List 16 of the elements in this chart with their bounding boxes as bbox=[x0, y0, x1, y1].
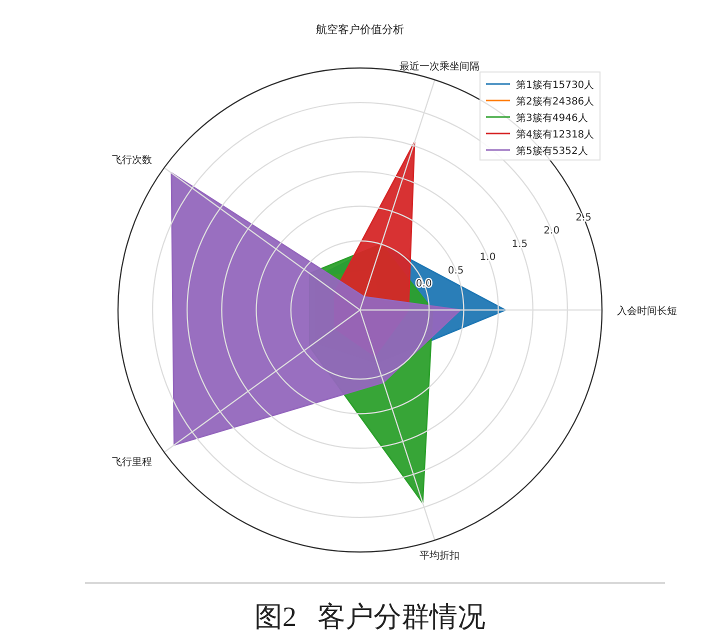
caption: 图2 客户分群情况 bbox=[254, 602, 486, 633]
y-tick-label: 1.5 bbox=[512, 238, 528, 250]
legend-label: 第2簇有24386人 bbox=[516, 96, 594, 108]
chart-title: 航空客户价值分析 bbox=[316, 23, 404, 36]
legend-label: 第3簇有4946人 bbox=[516, 112, 588, 124]
spoke-label: 最近一次乘坐间隔 bbox=[399, 60, 480, 72]
spoke-label: 平均折扣 bbox=[419, 550, 460, 562]
spoke-label: 飞行次数 bbox=[112, 154, 152, 166]
spoke-label: 入会时间长短 bbox=[617, 305, 678, 317]
legend-label: 第5簇有5352人 bbox=[516, 145, 588, 157]
y-tick-label: 2.0 bbox=[544, 226, 560, 237]
legend-label: 第4簇有12318人 bbox=[516, 128, 594, 140]
y-tick-label: 1.0 bbox=[480, 252, 496, 264]
y-tick-label: 0.5 bbox=[448, 265, 464, 276]
spoke-label: 飞行里程 bbox=[112, 457, 152, 468]
legend-label: 第1簇有15730人 bbox=[516, 79, 594, 91]
